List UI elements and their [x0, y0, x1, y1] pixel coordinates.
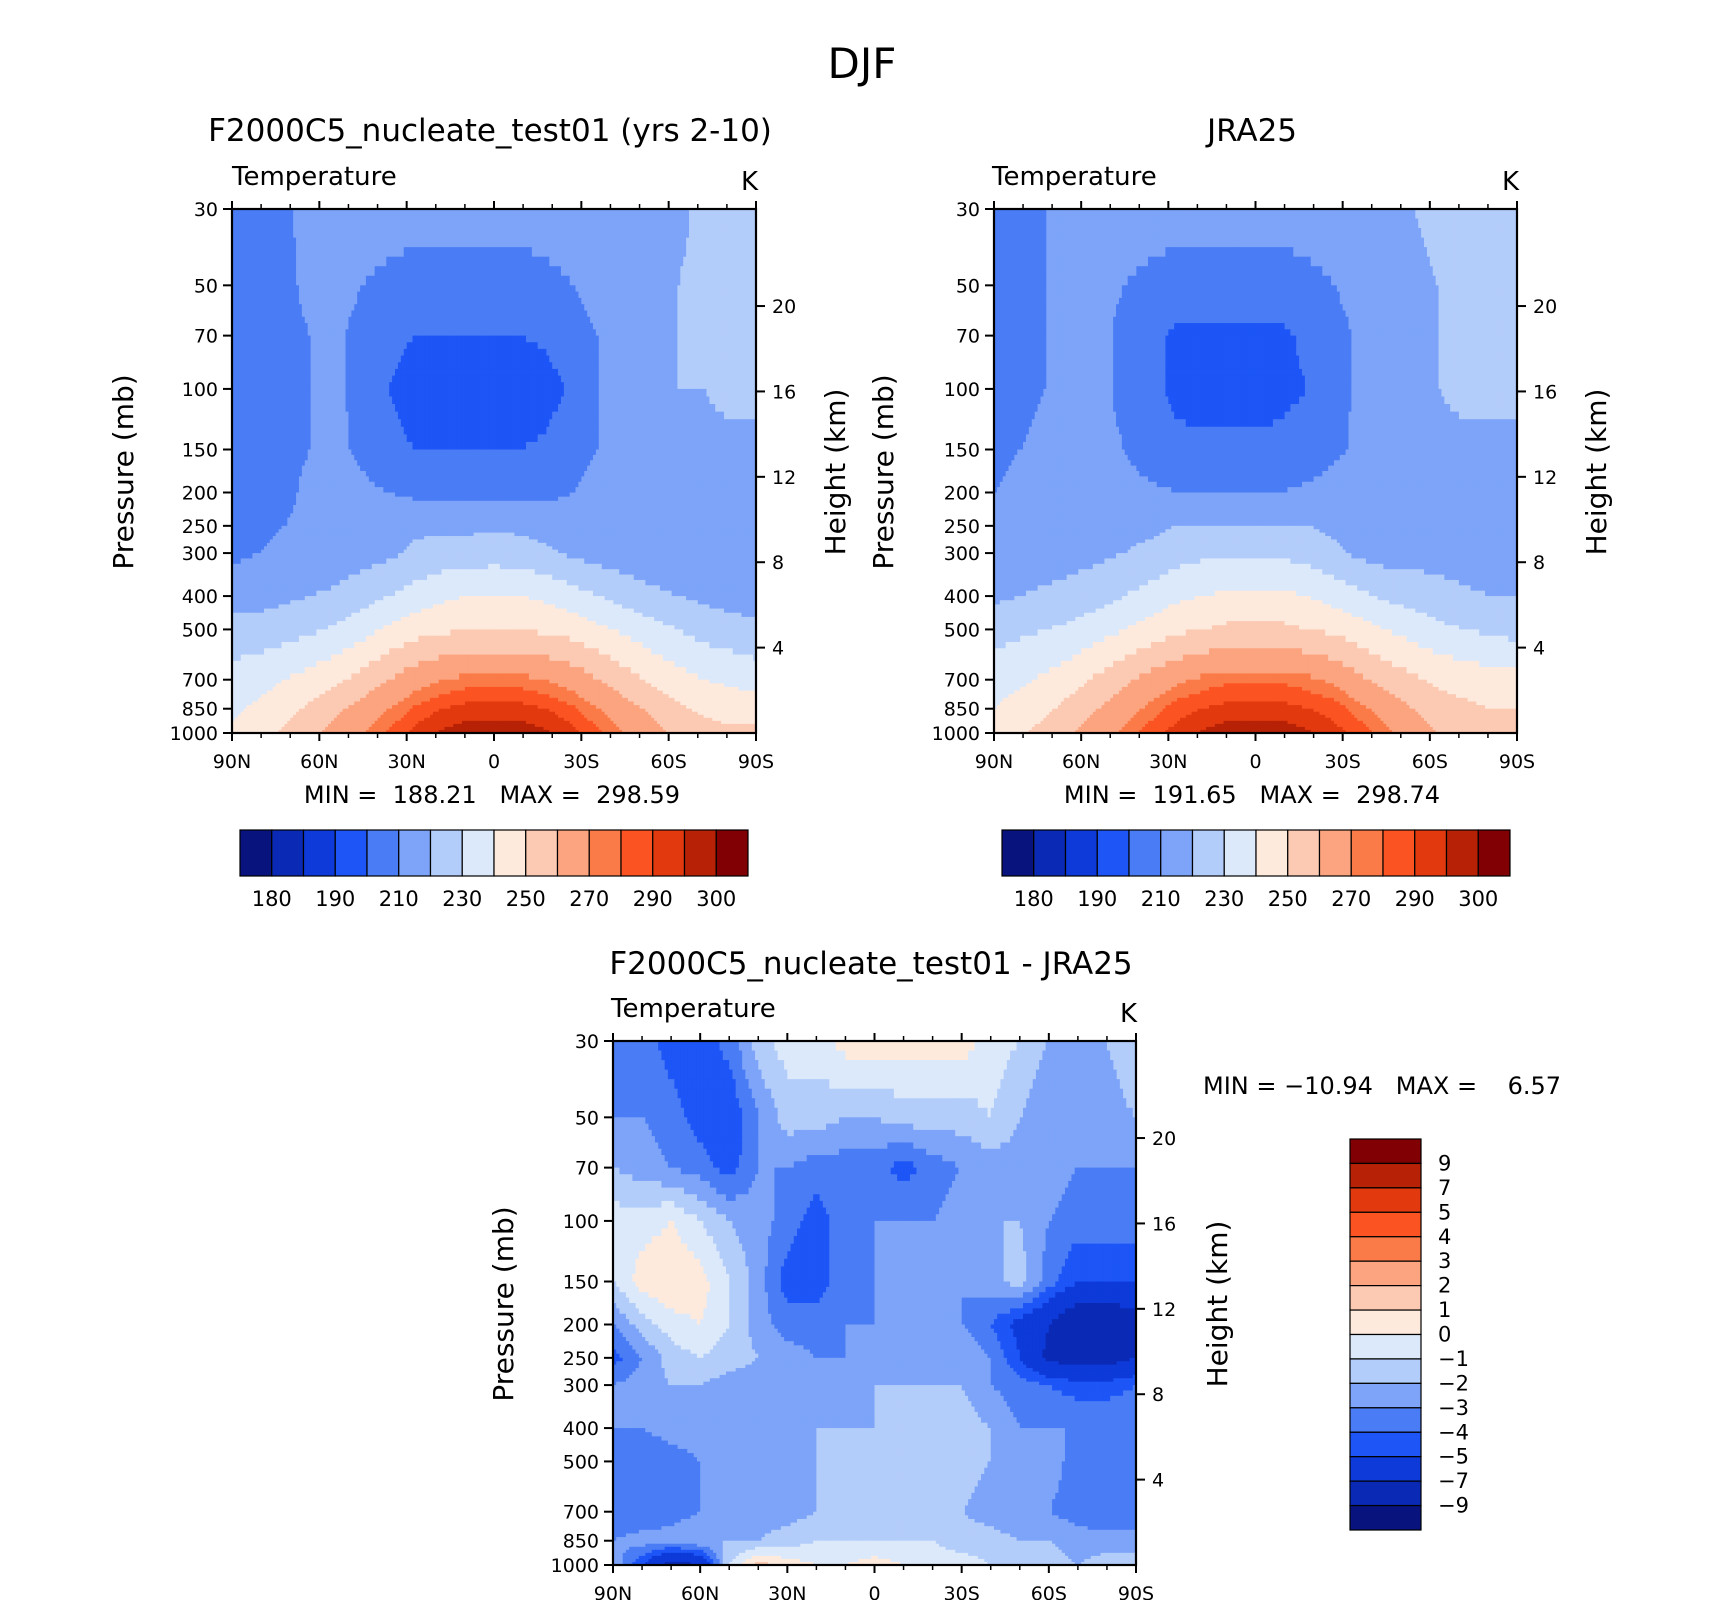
- panel-model: F2000C5_nucleate_test01 (yrs 2-10) Tempe…: [107, 113, 852, 911]
- panel-model-ylabel-right: Height (km): [819, 389, 852, 556]
- panel-model-ylabel: Pressure (mb): [107, 374, 140, 569]
- panel-model-plot: 90N 60N 30N 0 30S 60S 90S305070100150200250300…: [170, 199, 797, 773]
- panel-model-units: K: [741, 167, 759, 197]
- panel-model-title: F2000C5_nucleate_test01 (yrs 2-10): [208, 113, 772, 149]
- panel-model-variable: Temperature: [231, 162, 397, 192]
- figure-title: DJF: [828, 39, 897, 88]
